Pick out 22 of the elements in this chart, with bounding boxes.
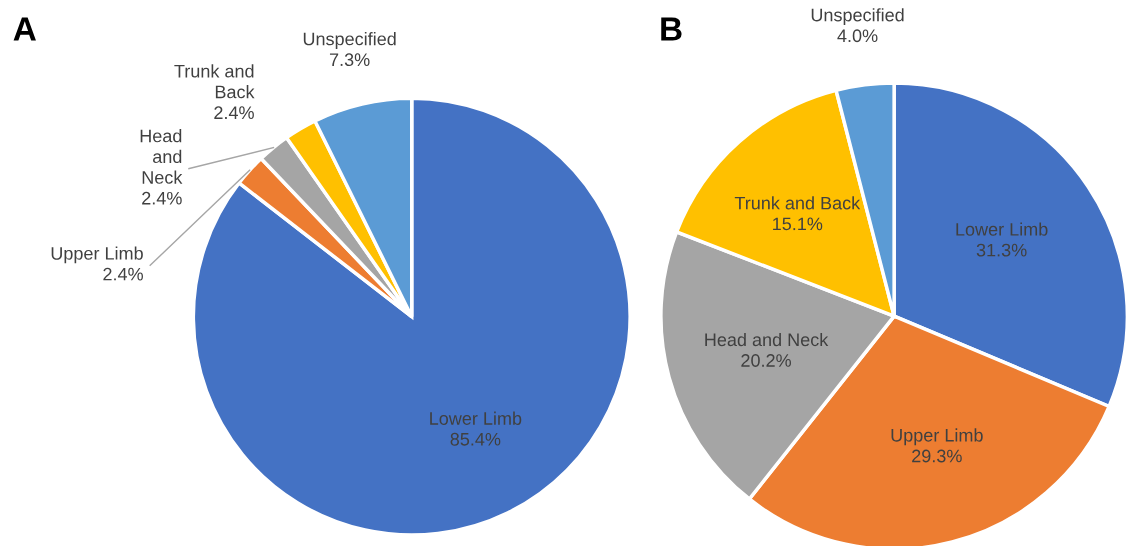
data-label: 2.4% xyxy=(142,191,182,205)
data-label: 7.3% xyxy=(329,53,370,67)
slice-label: Unspecified xyxy=(811,8,904,25)
data-label: 2.4% xyxy=(103,267,143,281)
slice-label: Lower Limb xyxy=(956,222,1048,236)
data-label: 85.4% xyxy=(450,432,501,446)
chart-title: A xyxy=(13,17,36,41)
slice-label: Trunk and Back xyxy=(734,196,861,210)
data-label: 2.4% xyxy=(214,106,254,119)
slice-label: Upper Limb xyxy=(51,246,143,264)
slice-label: Trunk and Back xyxy=(174,64,255,99)
slice-label: Head and Neck xyxy=(705,332,829,347)
data-label: 4.0% xyxy=(837,29,878,43)
slice-label: Lower Limb xyxy=(430,411,522,425)
data-label: 15.1% xyxy=(773,217,823,231)
chart-title: B xyxy=(661,17,682,41)
data-label: 31.3% xyxy=(976,243,1027,257)
slice-label: Upper Limb xyxy=(891,428,983,446)
slice-label: Unspecified xyxy=(303,32,396,49)
data-label: 20.2% xyxy=(741,354,791,367)
slice-label: Head and Neck xyxy=(140,129,183,184)
data-label: 29.3% xyxy=(912,449,962,463)
